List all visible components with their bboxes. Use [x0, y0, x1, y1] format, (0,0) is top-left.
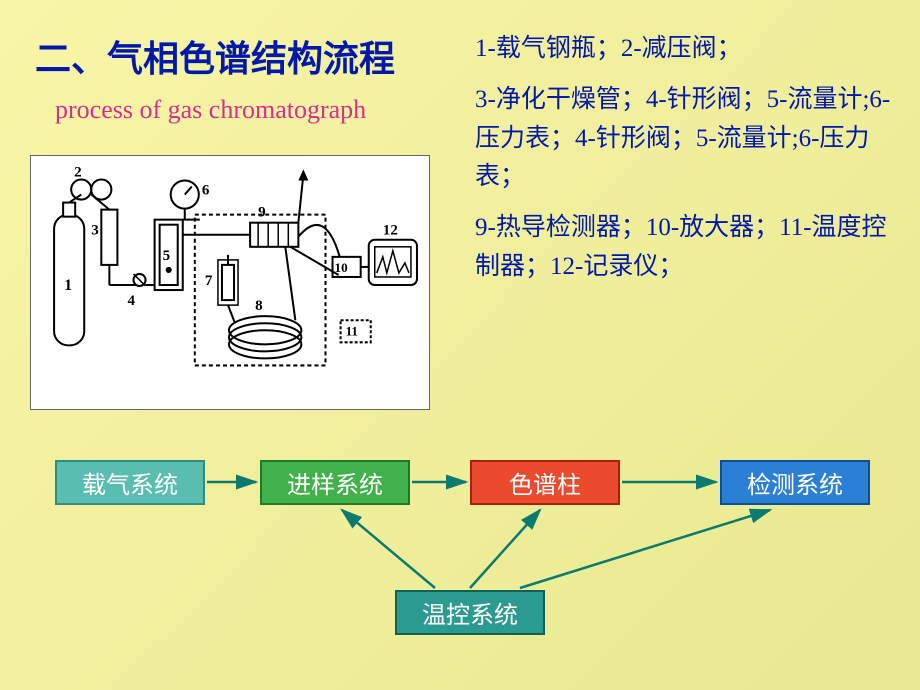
- label-4: 4: [127, 293, 135, 309]
- label-6: 6: [202, 183, 210, 199]
- label-7: 7: [205, 273, 213, 289]
- flow-node-temp-label: 温控系统: [422, 595, 518, 630]
- legend-line-3: 9-热导检测器；10-放大器；11-温度控制器；12-记录仪；: [475, 209, 895, 287]
- label-3: 3: [91, 223, 99, 239]
- page-subtitle: process of gas chromatograph: [55, 95, 366, 125]
- flow-node-carrier: 载气系统: [55, 460, 205, 505]
- label-11: 11: [346, 323, 358, 338]
- flow-node-carrier-label: 载气系统: [82, 465, 178, 500]
- flow-node-detector-label: 检测系统: [747, 465, 843, 500]
- flow-node-column-label: 色谱柱: [509, 465, 581, 500]
- flow-node-temp: 温控系统: [395, 590, 545, 635]
- parts-legend: 1-载气钢瓶；2-减压阀； 3-净化干燥管；4-针形阀；5-流量计;6-压力表；…: [475, 30, 895, 299]
- label-9: 9: [258, 205, 266, 221]
- gc-schematic-svg: 1 2 3 4 5 6 9: [39, 164, 421, 401]
- label-5: 5: [163, 248, 171, 264]
- label-2: 2: [74, 164, 82, 180]
- legend-line-1: 1-载气钢瓶；2-减压阀；: [475, 30, 895, 69]
- label-8: 8: [255, 298, 263, 314]
- label-1: 1: [64, 277, 72, 294]
- label-12: 12: [383, 223, 398, 239]
- flow-node-detector: 检测系统: [720, 460, 870, 505]
- legend-line-2: 3-净化干燥管；4-针形阀；5-流量计;6-压力表；4-针形阀；5-流量计;6-…: [475, 81, 895, 197]
- page-title: 二、气相色谱结构流程: [35, 30, 395, 82]
- flow-node-injection: 进样系统: [260, 460, 410, 505]
- flow-node-injection-label: 进样系统: [287, 465, 383, 500]
- gc-schematic: 1 2 3 4 5 6 9: [30, 155, 430, 410]
- flow-node-column: 色谱柱: [470, 460, 620, 505]
- flow-diagram: 载气系统 进样系统 色谱柱 检测系统 温控系统: [0, 460, 920, 660]
